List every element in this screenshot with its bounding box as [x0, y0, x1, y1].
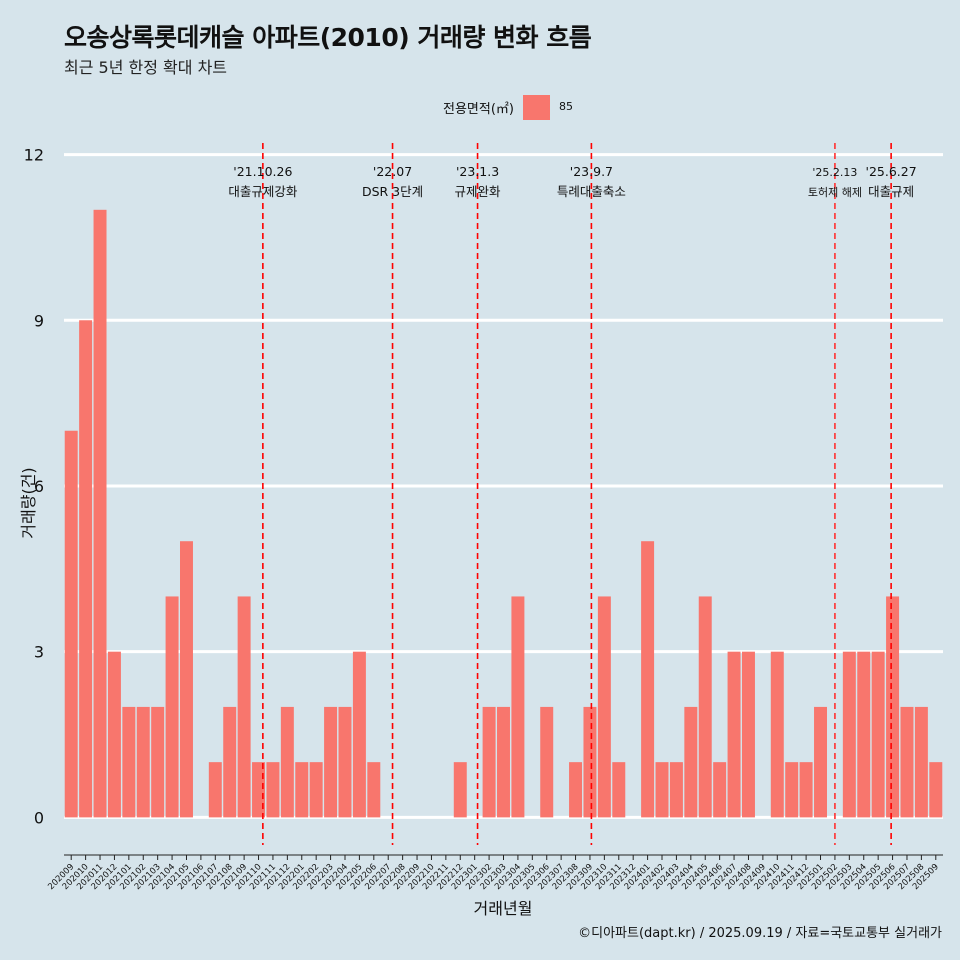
bar	[295, 762, 309, 818]
bar	[165, 596, 179, 818]
bar	[179, 541, 193, 818]
bars	[64, 209, 943, 818]
bar	[367, 762, 381, 818]
y-axis-label: 거래량(건)	[19, 467, 38, 538]
bar	[540, 706, 554, 818]
y-tick-label: 0	[34, 808, 44, 827]
annotation-label: DSR 3단계	[362, 184, 423, 199]
bar	[929, 762, 943, 818]
annotation-label: 특례대출축소	[557, 184, 626, 199]
bar	[352, 651, 366, 818]
bar	[842, 651, 856, 818]
bar	[324, 706, 338, 818]
bar	[266, 762, 280, 818]
bar	[641, 541, 655, 818]
legend: 전용면적(㎡) 85	[0, 92, 960, 122]
annotation-label: 대출규제	[868, 184, 914, 199]
x-axis: 2020092020102020112020122021012021022021…	[46, 854, 943, 892]
annotation-label: 대출규제강화	[228, 184, 298, 199]
bar	[914, 706, 928, 818]
bar	[741, 651, 755, 818]
bar	[64, 430, 78, 818]
bar	[151, 706, 165, 818]
bar	[612, 762, 626, 818]
annotation-date: '22.07	[373, 164, 412, 179]
y-axis: 0 3 6 9 12	[24, 146, 44, 828]
bar	[684, 706, 698, 818]
legend-key-swatch	[523, 95, 550, 120]
bar	[453, 762, 467, 818]
annotation-label: 토허제 해제	[808, 185, 862, 199]
bar	[886, 596, 900, 818]
bar	[814, 706, 828, 818]
bar	[237, 596, 251, 818]
bar	[727, 651, 741, 818]
bar	[497, 706, 510, 818]
annotations: '21.10.26 대출규제강화 '22.07 DSR 3단계 '23.1.3 규제완화 '…	[228, 143, 917, 845]
bar	[79, 320, 93, 818]
bar	[93, 209, 107, 818]
bar	[799, 762, 813, 818]
bar	[713, 762, 727, 818]
bar	[698, 596, 712, 818]
bar	[208, 762, 222, 818]
bar	[669, 762, 683, 818]
legend-label: 85	[559, 100, 573, 113]
bar	[309, 762, 323, 818]
bar	[857, 651, 871, 818]
bar	[107, 651, 121, 818]
y-tick-label: 3	[34, 643, 44, 662]
annotation-date: '23.9.7	[570, 164, 613, 179]
bar	[482, 706, 496, 818]
bar	[569, 762, 583, 818]
annotation-date: '25.2.13	[812, 166, 857, 179]
bar	[900, 706, 914, 818]
chart-subtitle: 최근 5년 한정 확대 차트	[64, 58, 228, 77]
y-tick-label: 6	[34, 477, 44, 496]
annotation-date: '23.1.3	[456, 164, 499, 179]
chart-title: 오송상록롯데캐슬 아파트(2010) 거래량 변화 흐름	[64, 23, 592, 52]
annotation-date: '21.10.26	[233, 164, 292, 179]
bar	[338, 706, 352, 818]
annotation-label: 규제완화	[455, 184, 502, 199]
bar	[122, 706, 136, 818]
bar	[597, 596, 611, 818]
bar	[223, 706, 237, 818]
bar	[511, 596, 525, 818]
y-tick-label: 9	[34, 311, 44, 330]
x-axis-label: 거래년월	[474, 899, 533, 918]
y-tick-label: 12	[24, 146, 44, 165]
bar	[136, 706, 150, 818]
bar	[655, 762, 669, 818]
bar	[252, 762, 266, 818]
bar	[280, 706, 294, 818]
bar	[770, 651, 784, 818]
legend-title: 전용면적(㎡)	[443, 102, 514, 117]
bar	[785, 762, 799, 818]
caption: ©디아파트(dapt.kr) / 2025.09.19 / 자료=국토교통부 실…	[578, 926, 942, 941]
bar	[583, 706, 597, 818]
bar	[871, 651, 885, 818]
annotation-date: '25.6.27	[866, 164, 917, 179]
